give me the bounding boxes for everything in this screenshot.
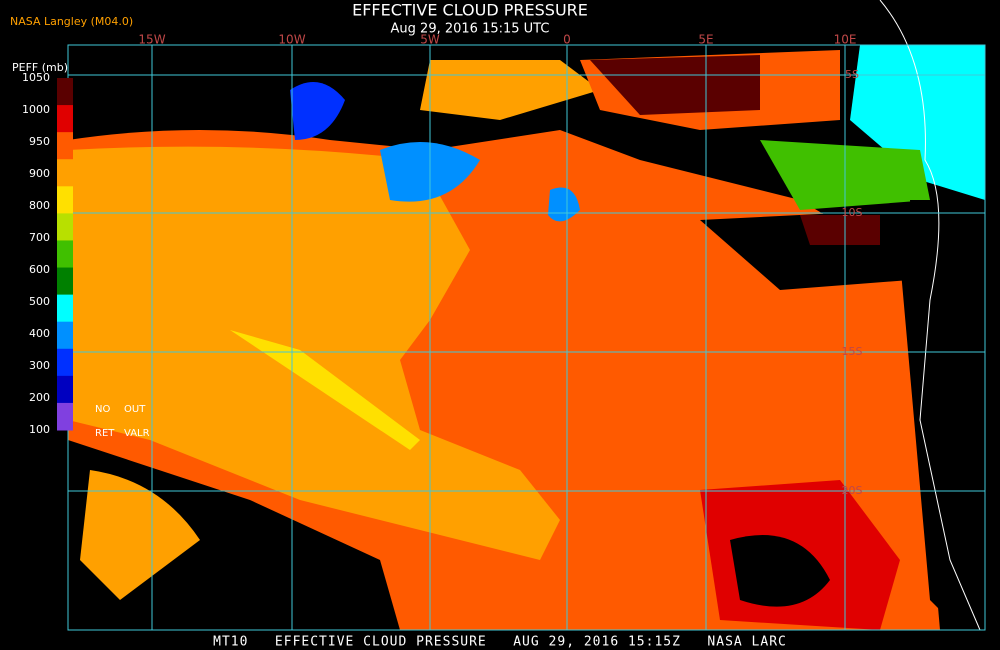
out-of-range-label: VALR (124, 428, 150, 439)
source-label: NASA Langley (M04.0) (10, 15, 133, 28)
legend-tick-label: 200 (29, 391, 50, 404)
cloud-field (68, 0, 985, 631)
legend-swatch (57, 186, 73, 214)
legend-tick-label: 900 (29, 167, 50, 180)
longitude-label: 0 (563, 33, 571, 47)
legend-swatch (57, 240, 73, 269)
legend-tick-label: 500 (29, 295, 50, 308)
legend-tick-label: 1000 (22, 103, 50, 116)
legend-swatch (57, 132, 73, 160)
legend-tick-label: 600 (29, 263, 50, 276)
legend-swatch (57, 375, 73, 404)
legend-tick-label: 400 (29, 327, 50, 340)
legend-title: PEFF (mb) (12, 61, 68, 74)
latitude-label: 15S (842, 345, 863, 358)
longitude-label: 10W (278, 33, 305, 47)
latitude-label: 10S (842, 206, 863, 219)
no-data-label: RET (95, 428, 115, 439)
legend-swatch (57, 321, 73, 350)
legend-tick-label: 700 (29, 231, 50, 244)
legend-swatch (57, 294, 73, 323)
legend-swatch (57, 348, 73, 377)
legend-tick-label: 1050 (22, 71, 50, 84)
legend-tick-label: 950 (29, 135, 50, 148)
title: EFFECTIVE CLOUD PRESSURE (352, 1, 588, 20)
no-data-label: NO (95, 404, 110, 415)
legend-swatch (57, 78, 73, 106)
longitude-label: 10E (834, 33, 857, 47)
longitude-label: 5E (698, 33, 713, 47)
longitude-label: 5W (420, 33, 440, 47)
legend-swatch (57, 105, 73, 133)
latitude-label: 20S (842, 484, 863, 497)
legend-swatch (57, 402, 73, 431)
legend-tick-label: 800 (29, 199, 50, 212)
legend-swatch (57, 213, 73, 241)
latitude-label: 5S (845, 68, 859, 81)
subtitle: Aug 29, 2016 15:15 UTC (391, 22, 550, 37)
legend-tick-label: 100 (29, 423, 50, 436)
pressure-legend: PEFF (mb)1050 1000 950 900 800 700 600 500 400 30… (12, 61, 150, 439)
legend-swatch (57, 267, 73, 296)
footer: MT10 EFFECTIVE CLOUD PRESSURE AUG 29, 20… (213, 635, 787, 650)
legend-swatch (57, 159, 73, 187)
longitude-label: 15W (138, 33, 165, 47)
out-of-range-label: OUT (124, 404, 146, 415)
legend-tick-label: 300 (29, 359, 50, 372)
